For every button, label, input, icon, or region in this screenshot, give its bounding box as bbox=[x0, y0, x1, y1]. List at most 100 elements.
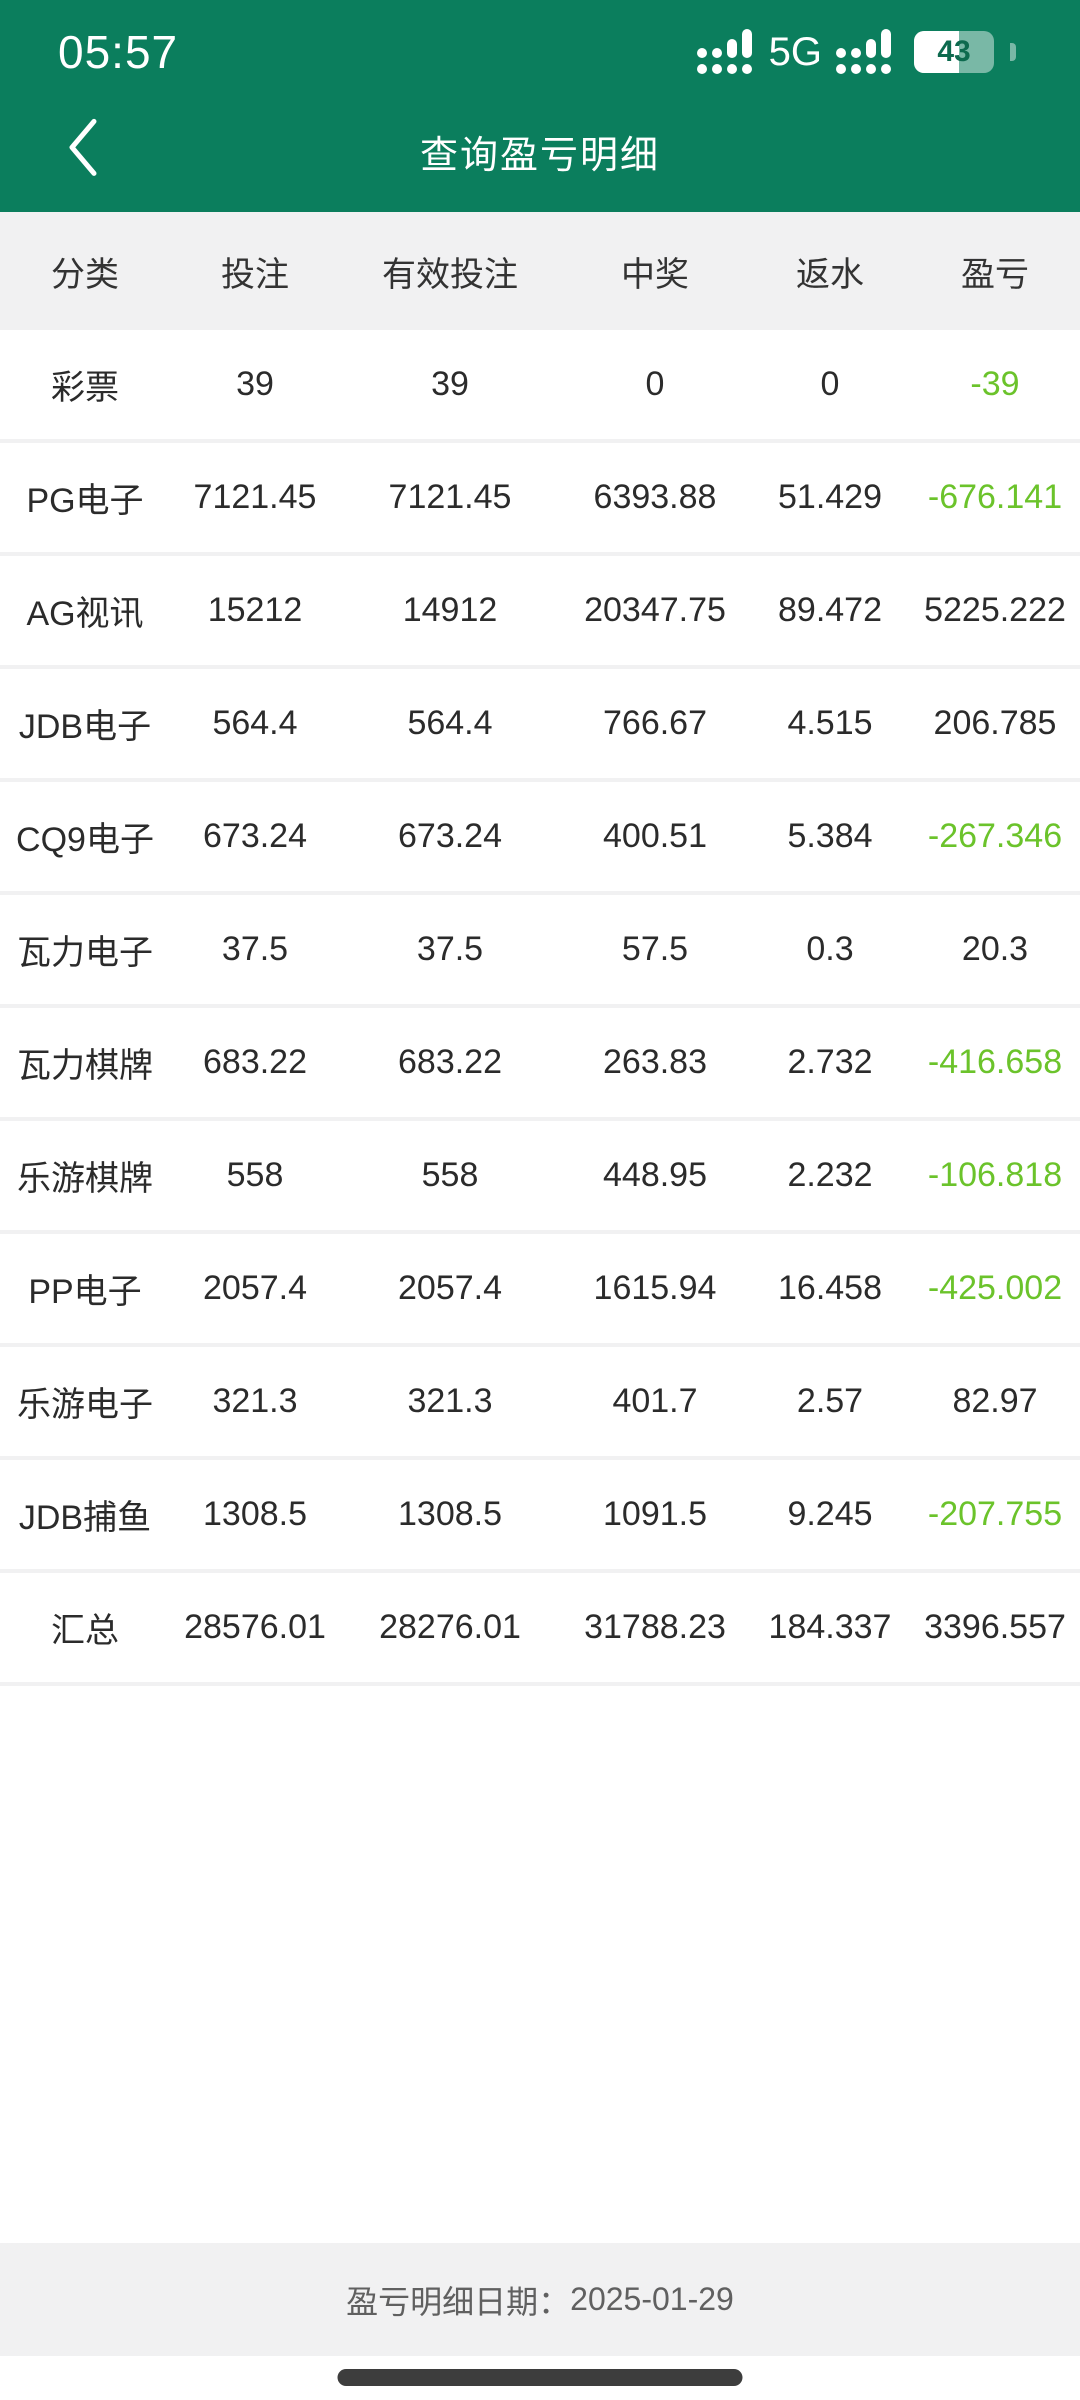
cell-profit: -207.755 bbox=[927, 1495, 1063, 1533]
cell-profit: 5225.222 bbox=[924, 591, 1066, 629]
cell-category: CQ9电子 bbox=[16, 821, 154, 859]
signal-strength-icon-2 bbox=[836, 29, 891, 74]
cell-rebate: 89.472 bbox=[778, 591, 882, 629]
cell-profit: -676.141 bbox=[927, 478, 1063, 516]
table-row: 乐游电子 321.3 321.3 401.7 2.57 82.97 bbox=[0, 1347, 1080, 1460]
cell-bet: 2057.4 bbox=[203, 1269, 307, 1307]
cell-rebate: 16.458 bbox=[778, 1269, 882, 1307]
footer-bar: 盈亏明细日期： 2025-01-29 bbox=[0, 2243, 1080, 2356]
cell-profit: 3396.557 bbox=[924, 1608, 1066, 1646]
cell-category: AG视讯 bbox=[26, 595, 144, 633]
table-row: AG视讯 15212 14912 20347.75 89.472 5225.22… bbox=[0, 556, 1080, 669]
battery-icon: 43 bbox=[914, 31, 994, 73]
cell-category: JDB电子 bbox=[18, 708, 152, 746]
cell-valid-bet: 558 bbox=[421, 1156, 479, 1194]
cell-bet: 15212 bbox=[207, 591, 303, 629]
cell-win: 401.7 bbox=[612, 1382, 698, 1420]
cell-valid-bet: 37.5 bbox=[416, 930, 484, 968]
cell-valid-bet: 39 bbox=[431, 365, 469, 403]
cell-rebate: 9.245 bbox=[787, 1495, 873, 1533]
cell-valid-bet: 564.4 bbox=[407, 704, 493, 742]
network-type-label: 5G bbox=[768, 29, 822, 74]
nav-bar: 查询盈亏明细 bbox=[0, 90, 1080, 212]
column-header-rebate: 返水 bbox=[796, 255, 864, 294]
footer-date-value: 2025-01-29 bbox=[570, 2281, 734, 2317]
cell-win: 6393.88 bbox=[593, 478, 717, 516]
table-header-row: 分类 投注 有效投注 中奖 返水 盈亏 bbox=[0, 212, 1080, 330]
table-row: PP电子 2057.4 2057.4 1615.94 16.458 -425.0… bbox=[0, 1234, 1080, 1347]
cell-profit: -425.002 bbox=[927, 1269, 1063, 1307]
cell-win: 57.5 bbox=[621, 930, 689, 968]
cell-win: 766.67 bbox=[603, 704, 707, 742]
cell-win: 0 bbox=[645, 365, 665, 403]
cell-category: 瓦力棋牌 bbox=[17, 1047, 153, 1085]
cell-category: PG电子 bbox=[26, 482, 144, 520]
table-body[interactable]: 彩票 39 39 0 0 -39 PG电子 7121.45 7121.45 63… bbox=[0, 330, 1080, 1686]
cell-valid-bet: 321.3 bbox=[407, 1382, 493, 1420]
column-header-bet: 投注 bbox=[221, 255, 289, 294]
cell-win: 448.95 bbox=[603, 1156, 707, 1194]
table-row: 瓦力棋牌 683.22 683.22 263.83 2.732 -416.658 bbox=[0, 1008, 1080, 1121]
table-row: 汇总 28576.01 28276.01 31788.23 184.337 33… bbox=[0, 1573, 1080, 1686]
battery-fill bbox=[914, 31, 959, 73]
cell-category: JDB捕鱼 bbox=[18, 1499, 152, 1537]
table-row: CQ9电子 673.24 673.24 400.51 5.384 -267.34… bbox=[0, 782, 1080, 895]
cell-bet: 673.24 bbox=[203, 817, 307, 855]
cell-profit: 20.3 bbox=[961, 930, 1029, 968]
cell-rebate: 2.232 bbox=[787, 1156, 873, 1194]
cell-valid-bet: 28276.01 bbox=[379, 1608, 521, 1646]
cell-bet: 321.3 bbox=[212, 1382, 298, 1420]
battery-percent: 43 bbox=[937, 35, 971, 68]
cell-category: PP电子 bbox=[28, 1273, 142, 1311]
cell-bet: 564.4 bbox=[212, 704, 298, 742]
cell-rebate: 5.384 bbox=[787, 817, 873, 855]
cell-bet: 39 bbox=[236, 365, 274, 403]
cell-valid-bet: 1308.5 bbox=[398, 1495, 502, 1533]
cell-valid-bet: 2057.4 bbox=[398, 1269, 502, 1307]
cell-rebate: 0 bbox=[820, 365, 840, 403]
cell-profit: -267.346 bbox=[927, 817, 1063, 855]
cell-bet: 683.22 bbox=[203, 1043, 307, 1081]
column-header-valid-bet: 有效投注 bbox=[382, 255, 518, 294]
status-time: 05:57 bbox=[58, 26, 179, 78]
home-indicator[interactable] bbox=[337, 2369, 743, 2386]
column-header-win: 中奖 bbox=[621, 255, 689, 294]
cell-win: 263.83 bbox=[603, 1043, 707, 1081]
cell-win: 1615.94 bbox=[593, 1269, 717, 1307]
footer-date-label: 盈亏明细日期： bbox=[346, 2283, 571, 2320]
cell-category: 汇总 bbox=[51, 1612, 119, 1650]
cell-bet: 28576.01 bbox=[184, 1608, 326, 1646]
cell-bet: 7121.45 bbox=[193, 478, 317, 516]
column-header-profit: 盈亏 bbox=[961, 255, 1029, 294]
battery-tip bbox=[1010, 43, 1016, 61]
cell-bet: 1308.5 bbox=[203, 1495, 307, 1533]
table-row: 乐游棋牌 558 558 448.95 2.232 -106.818 bbox=[0, 1121, 1080, 1234]
cell-rebate: 2.57 bbox=[796, 1382, 864, 1420]
status-icons: 5G 43 bbox=[696, 15, 1016, 75]
cell-profit: -416.658 bbox=[927, 1043, 1063, 1081]
cell-profit: 82.97 bbox=[952, 1382, 1038, 1420]
table-row: JDB捕鱼 1308.5 1308.5 1091.5 9.245 -207.75… bbox=[0, 1460, 1080, 1573]
cell-profit: 206.785 bbox=[933, 704, 1057, 742]
cell-rebate: 0.3 bbox=[806, 930, 854, 968]
cell-rebate: 51.429 bbox=[778, 478, 882, 516]
table-row: 彩票 39 39 0 0 -39 bbox=[0, 330, 1080, 443]
back-icon[interactable] bbox=[64, 117, 104, 177]
header-block: 05:57 5G bbox=[0, 0, 1080, 212]
cell-rebate: 4.515 bbox=[787, 704, 873, 742]
cell-win: 1091.5 bbox=[603, 1495, 707, 1533]
signal-strength-icon bbox=[696, 29, 752, 74]
table-row: PG电子 7121.45 7121.45 6393.88 51.429 -676… bbox=[0, 443, 1080, 556]
cell-rebate: 184.337 bbox=[768, 1608, 892, 1646]
cell-category: 彩票 bbox=[51, 369, 119, 407]
status-bar: 05:57 5G bbox=[0, 0, 1080, 90]
cell-valid-bet: 14912 bbox=[402, 591, 498, 629]
cell-win: 400.51 bbox=[603, 817, 707, 855]
cell-bet: 558 bbox=[226, 1156, 284, 1194]
cell-win: 31788.23 bbox=[584, 1608, 726, 1646]
table-row: JDB电子 564.4 564.4 766.67 4.515 206.785 bbox=[0, 669, 1080, 782]
cell-profit: -106.818 bbox=[927, 1156, 1063, 1194]
cell-valid-bet: 7121.45 bbox=[388, 478, 512, 516]
cell-profit: -39 bbox=[970, 365, 1020, 403]
